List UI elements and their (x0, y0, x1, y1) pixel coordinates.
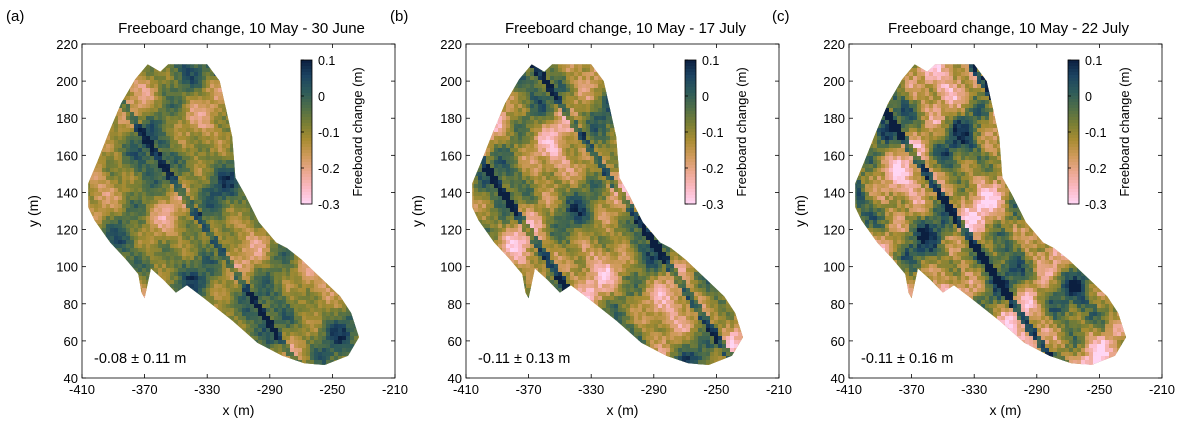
x-tick-label: -250 (319, 382, 345, 397)
stats-annotation: -0.11 ± 0.16 m (861, 351, 953, 367)
x-tick-label: -410 (453, 382, 479, 397)
y-tick-label: 100 (440, 260, 462, 275)
y-tick-label: 180 (823, 111, 845, 126)
x-tick-label: -330 (578, 382, 604, 397)
y-tick-label: 140 (56, 185, 78, 200)
axes-frame (848, 43, 1163, 379)
colorbar-tick-label: -0.3 (318, 198, 340, 212)
y-tick-label: 60 (831, 334, 845, 349)
y-tick-label: 80 (448, 297, 462, 312)
y-tick-label: 160 (56, 148, 78, 163)
axes-frame (81, 43, 396, 379)
colorbar-tick-label: 0.1 (702, 54, 719, 68)
colorbar-tick-label: -0.2 (318, 162, 340, 176)
y-tick-label: 220 (440, 37, 462, 52)
colorbar-tick-label: 0 (318, 90, 325, 104)
colorbar-tick-label: -0.2 (1085, 162, 1107, 176)
y-tick-label: 60 (64, 334, 78, 349)
y-tick-label: 220 (823, 37, 845, 52)
y-tick-label: 200 (56, 74, 78, 89)
x-tick-label: -410 (836, 382, 862, 397)
y-tick-label: 140 (440, 185, 462, 200)
colorbar: 0.1 0 -0.1 -0.2 -0.3 Freeboard change (m) (300, 54, 365, 212)
x-axis-label: x (m) (607, 402, 639, 418)
x-tick-label: -330 (194, 382, 220, 397)
colorbar-tick-label: 0 (1085, 90, 1092, 104)
x-axis-label: x (m) (223, 402, 255, 418)
x-tick-label: -210 (382, 382, 408, 397)
colorbar: 0.1 0 -0.1 -0.2 -0.3 Freeboard change (m) (684, 54, 749, 212)
chart-panel-3: -410 -370 -330 -290 -250 -210 40 60 80 100 120 140 1… (772, 8, 1175, 418)
chart-title: Freeboard change, 10 May - 17 July (505, 20, 746, 37)
x-tick-label: -290 (1024, 382, 1050, 397)
axes-frame (465, 43, 780, 379)
y-tick-label: 160 (823, 148, 845, 163)
colorbar-label: Freeboard change (m) (350, 67, 365, 196)
stats-annotation: -0.11 ± 0.13 m (478, 351, 570, 367)
y-tick-label: 200 (823, 74, 845, 89)
colorbar-tick-label: -0.1 (1085, 126, 1107, 140)
y-tick-label: 100 (56, 260, 78, 275)
x-tick-label: -290 (257, 382, 283, 397)
y-tick-label: 220 (56, 37, 78, 52)
x-tick-label: -370 (516, 382, 542, 397)
x-tick-label: -370 (899, 382, 925, 397)
y-tick-label: 160 (440, 148, 462, 163)
panel-label: (a) (6, 8, 24, 25)
colorbar-tick-label: -0.2 (702, 162, 724, 176)
x-tick-label: -370 (132, 382, 158, 397)
x-tick-label: -250 (1086, 382, 1112, 397)
colorbar-tick-label: -0.3 (1085, 198, 1107, 212)
colorbar-label: Freeboard change (m) (1117, 67, 1132, 196)
x-tick-label: -250 (703, 382, 729, 397)
y-tick-label: 80 (64, 297, 78, 312)
y-tick-label: 180 (56, 111, 78, 126)
x-tick-label: -290 (641, 382, 667, 397)
chart-title: Freeboard change, 10 May - 30 June (118, 20, 365, 37)
x-tick-label: -210 (766, 382, 792, 397)
colorbar-tick-label: -0.1 (702, 126, 724, 140)
panel-label: (c) (772, 8, 790, 25)
colorbar-tick-label: 0.1 (1085, 54, 1102, 68)
chart-panel-1: -410 -370 -330 -290 -250 -210 40 60 80 100 120 140 1… (6, 8, 408, 418)
panel-label: (b) (390, 8, 408, 25)
x-tick-label: -330 (961, 382, 987, 397)
y-tick-label: 200 (440, 74, 462, 89)
colorbar: 0.1 0 -0.1 -0.2 -0.3 Freeboard change (m) (1067, 54, 1132, 212)
y-axis-label: y (m) (409, 195, 425, 227)
y-tick-label: 100 (823, 260, 845, 275)
colorbar-label: Freeboard change (m) (734, 67, 749, 196)
y-axis-label: y (m) (25, 195, 41, 227)
chart-title: Freeboard change, 10 May - 22 July (888, 20, 1129, 37)
y-tick-label: 60 (448, 334, 462, 349)
y-tick-label: 180 (440, 111, 462, 126)
chart-panel-2: -410 -370 -330 -290 -250 -210 40 60 80 100 120 140 1… (390, 8, 792, 418)
y-axis-label: y (m) (792, 195, 808, 227)
colorbar-tick-label: -0.3 (702, 198, 724, 212)
y-tick-label: 120 (823, 223, 845, 238)
x-tick-label: -410 (69, 382, 95, 397)
colorbar-tick-label: 0.1 (318, 54, 335, 68)
colorbar-tick-label: 0 (702, 90, 709, 104)
y-tick-label: 40 (448, 371, 462, 386)
y-tick-label: 40 (64, 371, 78, 386)
colorbar-tick-label: -0.1 (318, 126, 340, 140)
y-tick-label: 40 (831, 371, 845, 386)
y-tick-label: 140 (823, 185, 845, 200)
y-tick-label: 120 (56, 223, 78, 238)
y-tick-label: 120 (440, 223, 462, 238)
y-tick-label: 80 (831, 297, 845, 312)
x-axis-label: x (m) (990, 402, 1022, 418)
x-tick-label: -210 (1149, 382, 1175, 397)
stats-annotation: -0.08 ± 0.11 m (94, 351, 186, 367)
